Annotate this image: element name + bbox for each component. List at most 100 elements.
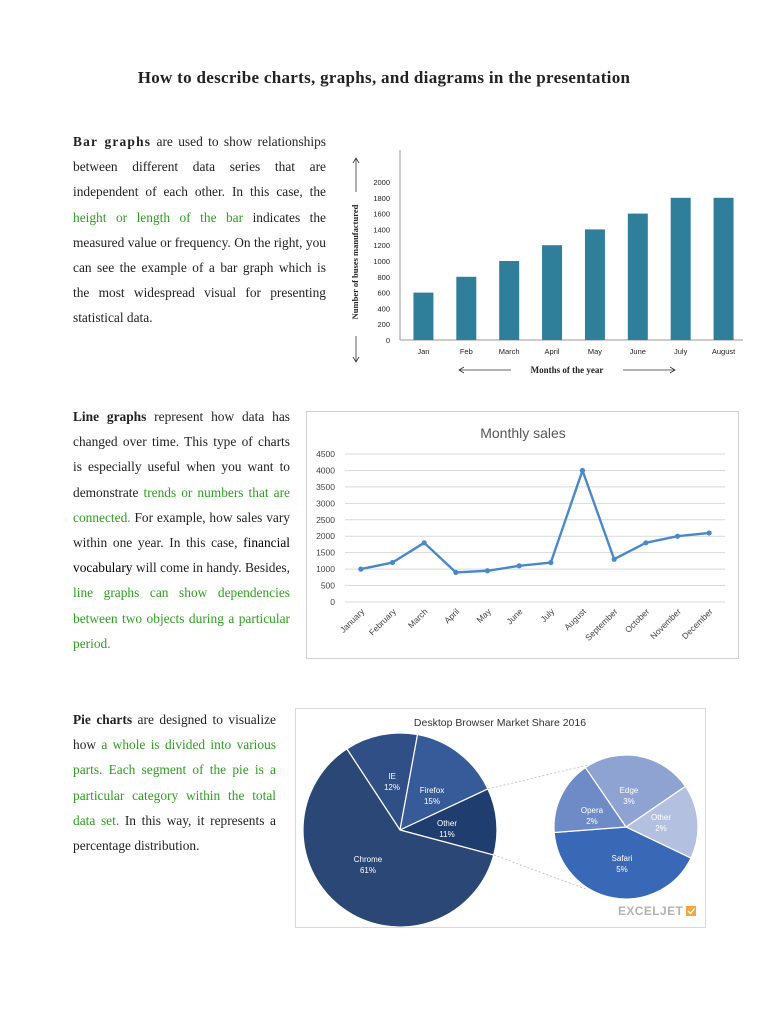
- line-x-tick-label: August: [562, 606, 588, 632]
- line-y-tick-label: 2500: [316, 515, 335, 525]
- line-text-3: will come in handy. Besides,: [132, 560, 290, 576]
- line-chart: Monthly sales 0 500 1000 1500 2000 2500 3000 350…: [306, 411, 739, 659]
- bar-y-tick-label: 1800: [373, 194, 390, 203]
- left-arrow-icon: [458, 366, 511, 374]
- line-y-tick-label: 3000: [316, 498, 335, 508]
- pie-slice-value: 12%: [384, 783, 400, 792]
- pie-slice-value: 15%: [424, 797, 440, 806]
- breakout-slice-value: 3%: [623, 797, 635, 806]
- bar-mark: [670, 197, 691, 340]
- bar-x-tick-label: July: [674, 347, 688, 356]
- line-y-tick-label: 2000: [316, 531, 335, 541]
- pie-chart-title: Desktop Browser Market Share 2016: [414, 717, 586, 729]
- line-point: [548, 559, 554, 566]
- line-x-tick-label: October: [623, 606, 652, 635]
- line-y-tick-label: 4000: [316, 465, 335, 475]
- pie-slice-value: 61%: [360, 866, 376, 875]
- line-point: [611, 556, 617, 562]
- line-point: [484, 568, 491, 574]
- bar-mark: [413, 292, 434, 340]
- bar-x-tick-label: August: [712, 347, 736, 356]
- pie-slice-firefox: [399, 733, 489, 832]
- bar-x-axis-title: Months of the year: [531, 365, 604, 375]
- bar-y-axis-title: Number of buses manufactured: [350, 204, 360, 319]
- breakout-slice-edge: [584, 754, 687, 828]
- line-y-tick-label: 0: [330, 597, 335, 607]
- pie-charts-lead: Pie charts: [73, 712, 133, 727]
- bar-graphs-paragraph: Bar graphs are used to show relationship…: [73, 129, 326, 331]
- breakout-slice-opera: [553, 766, 628, 834]
- breakout-slice-value: 5%: [616, 865, 628, 874]
- pie-highlight: a whole is divided into various parts. E…: [73, 737, 276, 828]
- bar-mark: [627, 213, 648, 340]
- line-x-tick-label: May: [474, 606, 493, 625]
- check-icon: [687, 908, 696, 915]
- line-x-tick-label: July: [538, 606, 556, 624]
- line-point: [389, 559, 396, 566]
- bar-mark: [456, 276, 477, 340]
- line-highlight-1: trends or numbers that are connected.: [73, 484, 290, 525]
- pie-slice-label: Firefox: [420, 786, 444, 795]
- page-title: How to describe charts, graphs, and diag…: [137, 68, 631, 87]
- line-point: [674, 533, 681, 539]
- line-x-tick-label: June: [504, 606, 524, 626]
- down-arrow-icon: [352, 336, 360, 363]
- bar-y-tick-label: 0: [386, 336, 390, 345]
- line-text-1: represent how data has changed over time…: [73, 409, 290, 500]
- bar-y-tick-label: 1600: [373, 210, 390, 219]
- line-point: [706, 530, 712, 536]
- line-graphs-lead: Line graphs: [73, 409, 147, 424]
- pie-slice-other: [398, 788, 498, 856]
- line-point: [453, 569, 459, 575]
- bar-y-tick-label: 1000: [373, 257, 390, 266]
- breakout-slice-label: Safari: [612, 854, 633, 863]
- line-x-tick-label: November: [648, 606, 683, 641]
- pie-slice-label: IE: [388, 772, 396, 781]
- bar-x-tick-label: March: [499, 347, 520, 356]
- pie-text-2: In this way, it represents a percentage …: [73, 812, 276, 854]
- pie-slice-ie: [346, 732, 419, 832]
- bar-x-tick-label: Feb: [460, 347, 473, 356]
- bar-chart: 0 200 400 600 800 1000 1200 1400 1600 1800 2000 Jan…: [343, 140, 755, 385]
- bar-x-tick-label: June: [630, 347, 646, 356]
- line-x-tick-label: February: [367, 606, 399, 638]
- exceljet-logo-icon: [686, 906, 696, 916]
- bar-y-tick-label: 200: [377, 320, 390, 329]
- pie-text-1: are designed to visualize how: [73, 712, 276, 753]
- bar-y-tick-label: 600: [377, 289, 390, 298]
- breakout-connector: [493, 854, 587, 890]
- bar-y-tick-label: 400: [377, 304, 390, 313]
- line-graphs-paragraph: Line graphs represent how data has chang…: [73, 404, 290, 656]
- bar-graphs-lead: Bar graphs: [73, 134, 152, 149]
- line-point: [421, 540, 427, 546]
- line-series: [360, 469, 710, 574]
- breakout-slice-label: Other: [651, 813, 671, 822]
- breakout-slice-label: Opera: [581, 806, 604, 815]
- line-x-tick-label: January: [338, 606, 367, 635]
- line-x-tick-label: September: [583, 606, 620, 643]
- bar-mark: [499, 261, 520, 340]
- bar-mark: [584, 229, 605, 340]
- bar-mark: [713, 197, 734, 340]
- line-point: [516, 563, 522, 569]
- bar-y-tick-label: 1400: [373, 225, 390, 234]
- line-text-2: For example, how sales vary within one y…: [73, 509, 290, 551]
- line-y-tick-label: 4500: [316, 449, 335, 459]
- breakout-slice-label: Edge: [620, 786, 639, 795]
- right-arrow-icon: [623, 366, 676, 374]
- breakout-slice-other: [624, 785, 699, 859]
- line-keyword: financial vocabulary: [73, 535, 290, 576]
- bar-x-tick-label: Jan: [417, 347, 429, 356]
- line-chart-title: Monthly sales: [480, 425, 566, 441]
- up-arrow-icon: [352, 157, 360, 192]
- bar-mark: [542, 245, 563, 340]
- breakout-slice-value: 2%: [586, 817, 598, 826]
- pie-slice-label: Chrome: [354, 855, 383, 864]
- exceljet-logo: EXCELJET: [618, 904, 683, 918]
- line-point: [643, 540, 649, 546]
- bar-y-tick-label: 800: [377, 273, 390, 282]
- bar-y-tick-label: 2000: [373, 178, 390, 187]
- line-point: [358, 566, 364, 572]
- pie-chart: Desktop Browser Market Share 2016 IE 12% Fi…: [295, 708, 706, 928]
- line-y-tick-label: 3500: [316, 482, 335, 492]
